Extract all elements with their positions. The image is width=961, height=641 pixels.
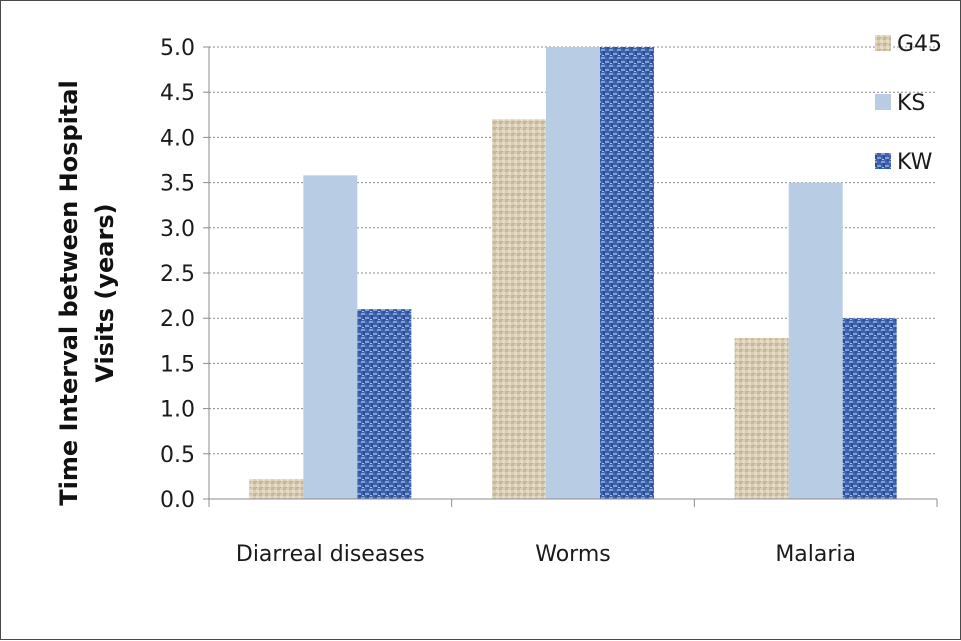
bars (249, 47, 897, 500)
legend-swatch-g45 (875, 35, 891, 51)
legend: G45 KS KW (875, 32, 942, 175)
legend-label-ks: KS (897, 91, 925, 116)
bar-ks (303, 175, 358, 500)
y-tick-label: 2.5 (160, 262, 195, 287)
bar-g45 (249, 479, 304, 499)
y-tick-label: 5.0 (160, 36, 195, 61)
y-tick-label: 3.0 (160, 217, 195, 242)
y-tick-label: 2.0 (160, 307, 195, 332)
y-tick-label: 1.0 (160, 398, 195, 423)
y-axis-title: Time Interval between Hospital Visits (ye… (55, 80, 119, 506)
legend-label-kw: KW (897, 150, 933, 175)
y-tick-label: 0.5 (160, 443, 195, 468)
y-tick-label: 3.5 (160, 172, 195, 197)
y-tick-labels: 0.0 0.5 1.0 1.5 2.0 2.5 3.0 3.5 4.0 4.5 5.0 (160, 36, 195, 513)
axes (203, 46, 938, 507)
legend-label-g45: G45 (897, 32, 942, 57)
bar-kw (600, 47, 654, 499)
bar-g45 (492, 119, 546, 499)
legend-swatch-ks (875, 94, 891, 110)
y-tick-label: 1.5 (160, 352, 195, 377)
x-tick-label: Worms (535, 542, 610, 567)
bar-ks (546, 47, 600, 499)
y-tick-label: 4.5 (160, 81, 195, 106)
bar-g45 (734, 338, 789, 499)
legend-swatch-kw (875, 153, 891, 169)
bar-kw (842, 318, 897, 499)
y-tick-label: 4.0 (160, 126, 195, 151)
y-axis-title-line: Time Interval between Hospital (55, 80, 83, 506)
y-tick-label: 0.0 (160, 488, 195, 513)
bar-ks (788, 182, 843, 499)
x-tick-labels: Diarreal diseases Worms Malaria (236, 542, 856, 567)
bar-kw (357, 309, 412, 499)
x-tick-label: Malaria (775, 542, 856, 567)
x-tick-label: Diarreal diseases (236, 542, 425, 567)
y-axis-title-line: Visits (years) (91, 203, 119, 382)
